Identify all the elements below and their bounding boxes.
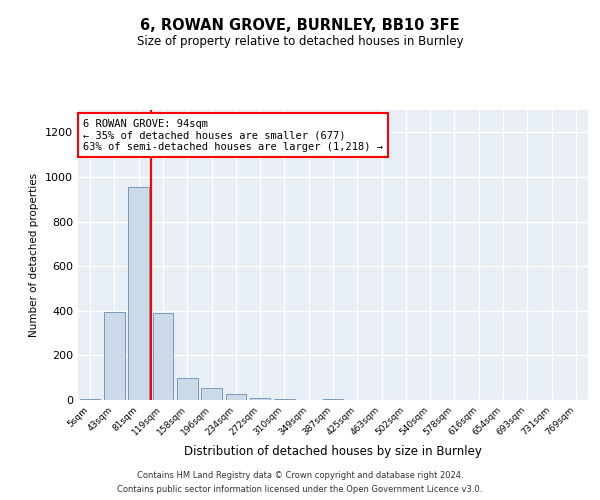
X-axis label: Distribution of detached houses by size in Burnley: Distribution of detached houses by size … [184,446,482,458]
Bar [152,313,173,400]
Bar [104,312,125,400]
Bar [226,394,246,400]
Text: 6, ROWAN GROVE, BURNLEY, BB10 3FE: 6, ROWAN GROVE, BURNLEY, BB10 3FE [140,18,460,32]
Text: 6 ROWAN GROVE: 94sqm
← 35% of detached houses are smaller (677)
63% of semi-deta: 6 ROWAN GROVE: 94sqm ← 35% of detached h… [83,118,383,152]
Bar [177,378,197,400]
Bar [201,388,222,400]
Text: Contains public sector information licensed under the Open Government Licence v3: Contains public sector information licen… [118,484,482,494]
Bar [274,399,295,400]
Bar [250,398,271,400]
Y-axis label: Number of detached properties: Number of detached properties [29,173,40,337]
Text: Size of property relative to detached houses in Burnley: Size of property relative to detached ho… [137,35,463,48]
Bar [323,399,343,400]
Text: Contains HM Land Registry data © Crown copyright and database right 2024.: Contains HM Land Registry data © Crown c… [137,472,463,480]
Bar [80,399,100,400]
Bar [128,187,149,400]
